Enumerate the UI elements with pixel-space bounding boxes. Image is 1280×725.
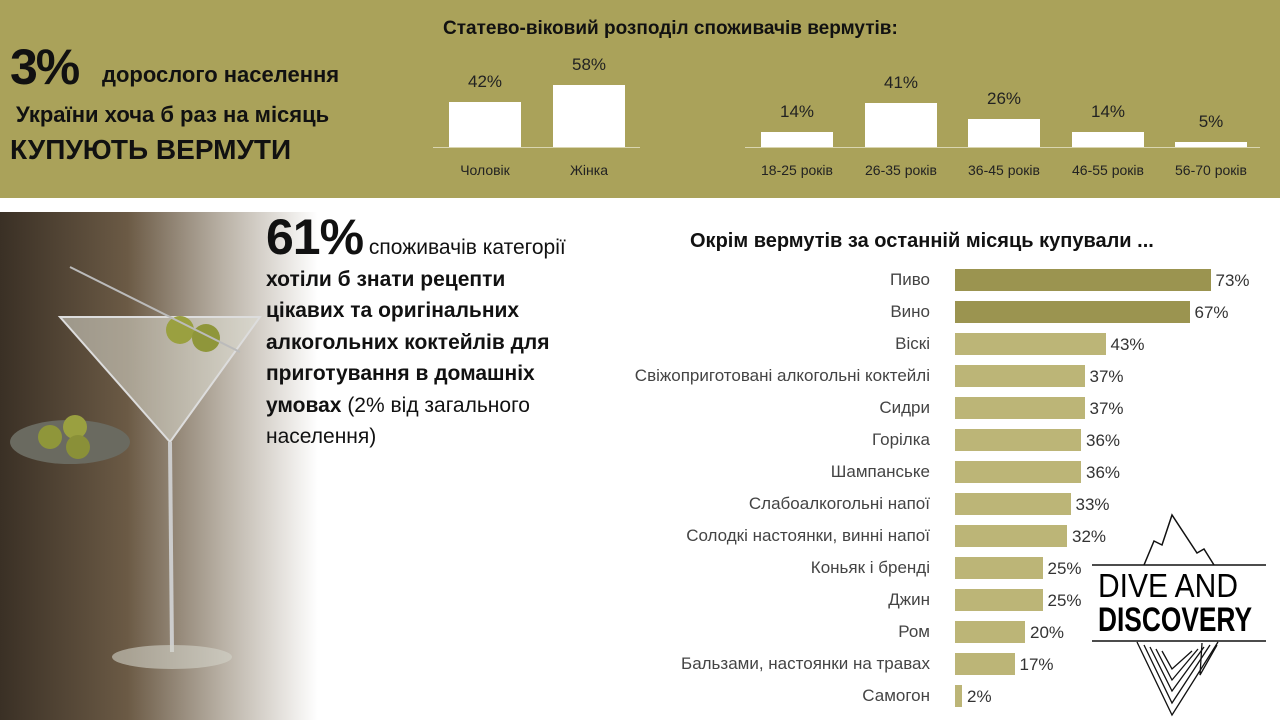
purchase-category-label: Свіжоприготовані алкогольні коктейлі (634, 366, 930, 385)
purchase-bar (955, 461, 1081, 483)
header-band: 3% дорослого населення України хоча б ра… (0, 0, 1280, 198)
purchase-bar (955, 397, 1085, 419)
purchase-value-label: 25% (1047, 591, 1082, 610)
purchase-bar (955, 685, 962, 707)
purchase-category-label: Горілка (872, 430, 930, 449)
insight-percent: 61% (266, 209, 364, 265)
purchase-category-label: Солодкі настоянки, винні напої (686, 526, 930, 545)
demographic-bar (865, 103, 937, 147)
purchase-category-label: Пиво (889, 270, 930, 289)
purchase-category-label: Ром (898, 622, 930, 641)
purchase-bar (955, 621, 1025, 643)
purchase-category-label: Сидри (879, 398, 930, 417)
purchase-category-label: Коньяк і бренді (810, 558, 930, 577)
purchase-category-label: Самогон (862, 686, 930, 705)
headline-percent: 3% (10, 39, 80, 95)
demographic-value-label: 41% (883, 73, 919, 93)
purchase-bar (955, 333, 1106, 355)
demographic-category-label: Жінка (570, 162, 608, 178)
demographic-value-label: 5% (1198, 111, 1224, 131)
purchase-value-label: 67% (1194, 303, 1229, 322)
recipes-insight: 61% споживачів категорії хотіли б знати … (266, 212, 566, 453)
purchase-value-label: 43% (1110, 335, 1145, 354)
purchase-value-label: 36% (1086, 463, 1121, 482)
demographic-category-label: 56-70 років (1175, 162, 1247, 178)
purchase-category-label: Слабоалкогольні напої (748, 494, 930, 513)
purchase-value-label: 2% (967, 687, 992, 706)
demographic-value-label: 58% (571, 54, 607, 74)
purchase-value-label: 25% (1047, 559, 1082, 578)
demographic-category-label: 26-35 років (865, 162, 937, 178)
insight-note: (2% від загального населення) (266, 393, 530, 449)
purchase-bar (955, 653, 1015, 675)
demographic-axis-line (745, 147, 1260, 148)
demographic-bar (553, 84, 625, 147)
purchase-bar (955, 589, 1043, 611)
demographic-category-label: 46-55 років (1072, 162, 1144, 178)
demographic-value-label: 14% (779, 102, 815, 122)
purchase-value-label: 37% (1089, 399, 1124, 418)
purchase-bar (955, 269, 1211, 291)
demographic-chart-title: Статево-віковий розподіл споживачів верм… (443, 18, 898, 39)
demographic-bar (1072, 132, 1144, 147)
purchase-bar (955, 493, 1071, 515)
purchase-bar (955, 365, 1085, 387)
headline-line3: КУПУЮТЬ ВЕРМУТИ (10, 134, 292, 165)
demographic-bar (1175, 141, 1247, 147)
demographic-category-label: 36-45 років (968, 162, 1040, 178)
purchase-value-label: 37% (1089, 367, 1124, 386)
purchase-category-label: Джин (888, 590, 930, 609)
demographic-value-label: 14% (1090, 102, 1126, 122)
svg-text:DISCOVERY: DISCOVERY (1098, 601, 1252, 639)
demographic-category-label: 18-25 років (761, 162, 833, 178)
insight-text: споживачів категорії (363, 236, 566, 259)
purchase-value-label: 32% (1072, 527, 1107, 546)
headline-line1: дорослого населення (102, 62, 340, 87)
svg-text:DIVE AND: DIVE AND (1098, 567, 1238, 604)
demographic-bar (968, 119, 1040, 147)
demographic-value-label: 26% (986, 89, 1022, 109)
purchase-category-label: Вино (890, 302, 930, 321)
purchase-bar (955, 525, 1067, 547)
demographic-bar (449, 102, 521, 147)
headline-line2: України хоча б раз на місяць (16, 102, 330, 127)
demographic-value-label: 42% (467, 72, 503, 92)
demographic-axis-line (433, 147, 640, 148)
dive-and-discovery-logo: DIVE AND DISCOVERY (1092, 505, 1272, 725)
purchase-value-label: 20% (1030, 623, 1065, 642)
purchase-category-label: Віскі (895, 334, 930, 353)
purchase-bar (955, 557, 1043, 579)
purchase-value-label: 36% (1086, 431, 1121, 450)
purchase-value-label: 73% (1215, 271, 1250, 290)
purchase-value-label: 17% (1019, 655, 1054, 674)
purchase-bar (955, 429, 1081, 451)
insight-bold-text: хотіли б знати рецепти цікавих та оригін… (266, 267, 550, 417)
demographic-bar (761, 132, 833, 147)
purchase-category-label: Бальзами, настоянки на травах (681, 654, 930, 673)
martini-photo (0, 212, 318, 720)
purchases-chart-title: Окрім вермутів за останній місяць купува… (690, 230, 1154, 252)
purchase-category-label: Шампанське (830, 462, 930, 481)
demographic-category-label: Чоловік (460, 162, 510, 178)
purchase-value-label: 33% (1075, 495, 1110, 514)
purchase-bar (955, 301, 1190, 323)
